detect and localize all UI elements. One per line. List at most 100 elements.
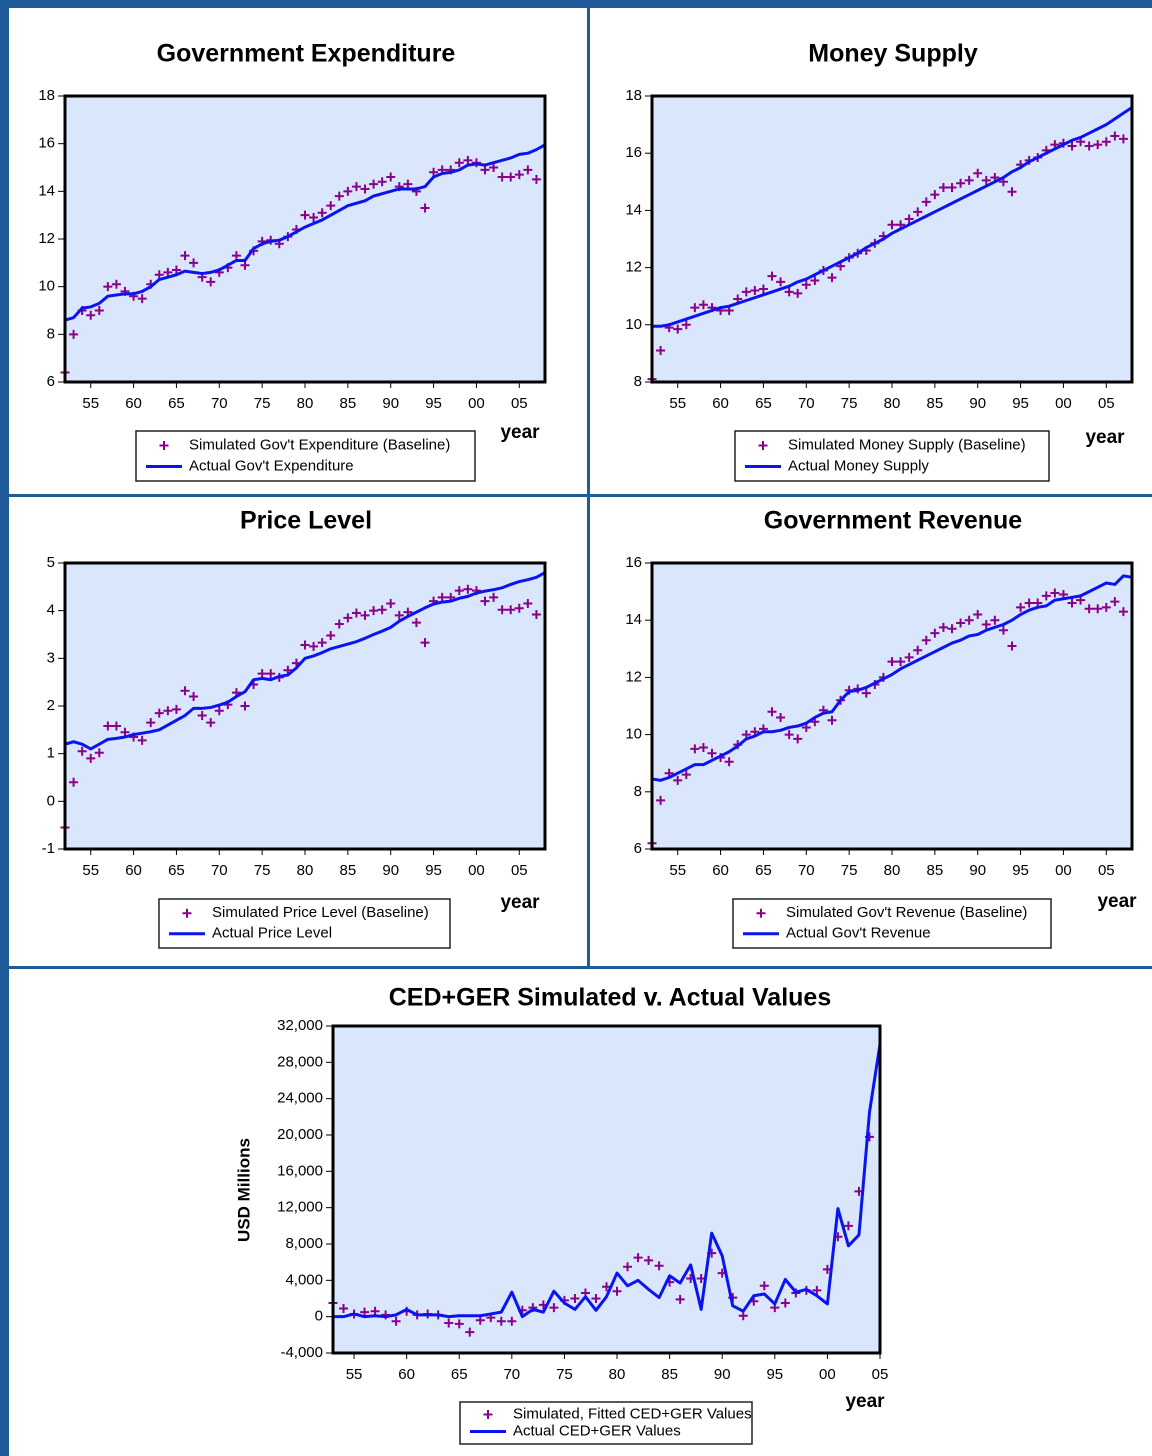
y-tick-label: 0 <box>315 1308 323 1325</box>
y-tick-label: 3 <box>47 649 55 666</box>
plus-marker <box>120 727 130 737</box>
plus-marker <box>360 184 370 194</box>
x-tick-label: 90 <box>382 862 399 879</box>
plus-marker <box>1041 591 1051 601</box>
plus-marker <box>489 592 499 602</box>
legend-label: Simulated Gov't Expenditure (Baseline) <box>189 436 450 453</box>
y-tick-label: 5 <box>47 554 55 571</box>
plus-marker <box>921 635 931 645</box>
x-tick-label: 70 <box>798 395 815 412</box>
x-tick-label: 05 <box>872 1366 889 1383</box>
x-tick-label: 60 <box>712 395 729 412</box>
plus-marker <box>137 735 147 745</box>
plus-marker <box>973 609 983 619</box>
plot-border <box>331 1024 882 1355</box>
y-tick-label: 8 <box>47 325 55 342</box>
plus-marker <box>1101 137 1111 147</box>
x-tick-label: 65 <box>451 1366 468 1383</box>
x-tick-label: 95 <box>1012 395 1029 412</box>
plus-marker <box>981 175 991 185</box>
x-tick-label: 85 <box>661 1366 678 1383</box>
x-tick-label: 05 <box>511 862 528 879</box>
plus-marker <box>403 179 413 189</box>
x-axis-label: year <box>500 892 540 913</box>
plus-marker <box>197 711 207 721</box>
y-tick-label: 12 <box>625 259 642 276</box>
y-tick-label: 32,000 <box>277 1017 323 1034</box>
plus-marker <box>214 706 224 716</box>
legend-box <box>158 898 451 949</box>
plus-marker <box>801 280 811 290</box>
x-tick-label: 65 <box>755 862 772 879</box>
plus-marker <box>180 686 190 696</box>
plus-marker <box>429 167 439 177</box>
plus-marker <box>981 619 991 629</box>
y-tick-label: -4,000 <box>280 1344 323 1361</box>
y-tick-label: 6 <box>47 373 55 390</box>
plot-border <box>63 561 547 851</box>
plus-marker <box>507 1316 517 1326</box>
plot-area <box>333 1026 880 1353</box>
plus-marker <box>206 277 216 287</box>
plus-marker <box>189 258 199 268</box>
x-tick-label: 60 <box>125 395 142 412</box>
plus-marker <box>454 586 464 596</box>
plus-marker <box>180 251 190 261</box>
plus-marker <box>904 214 914 224</box>
plus-marker <box>309 213 319 223</box>
plus-marker <box>531 174 541 184</box>
chart-title: CED+GER Simulated v. Actual Values <box>389 984 832 1012</box>
legend-box <box>734 430 1050 482</box>
plus-marker <box>738 1311 748 1321</box>
x-tick-label: 00 <box>1055 395 1072 412</box>
x-tick-label: 85 <box>340 862 357 879</box>
divider-horizontal <box>9 494 1152 497</box>
plus-marker <box>506 605 516 615</box>
x-tick-label: 00 <box>468 862 485 879</box>
plus-marker <box>843 1221 853 1231</box>
plus-marker <box>163 706 173 716</box>
plus-marker <box>549 1303 559 1313</box>
plus-marker <box>887 657 897 667</box>
plus-marker <box>1084 604 1094 614</box>
plus-marker <box>480 165 490 175</box>
frame-left <box>0 0 9 1456</box>
plus-marker <box>750 285 760 295</box>
plus-marker <box>496 1316 506 1326</box>
x-tick-label: 75 <box>841 862 858 879</box>
plus-marker <box>146 718 156 728</box>
plus-marker <box>827 715 837 725</box>
x-tick-label: 85 <box>927 862 944 879</box>
plus-marker <box>514 170 524 180</box>
plus-marker <box>334 619 344 629</box>
x-tick-label: 95 <box>766 1366 783 1383</box>
plus-marker <box>206 718 216 728</box>
x-tick-label: 90 <box>382 395 399 412</box>
legend-box <box>732 898 1052 949</box>
series-line <box>333 1043 882 1319</box>
plus-marker <box>231 251 241 261</box>
plus-marker <box>896 657 906 667</box>
plus-marker <box>654 1261 664 1271</box>
legend-marker <box>758 441 768 450</box>
plus-marker <box>77 746 87 756</box>
plus-marker <box>514 603 524 613</box>
y-tick-label: 12 <box>38 230 55 247</box>
y-tick-label: 0 <box>47 792 55 809</box>
plus-marker <box>724 757 734 767</box>
plus-marker <box>776 712 786 722</box>
plus-marker <box>767 707 777 717</box>
x-tick-label: 65 <box>168 395 185 412</box>
legend-label: Actual Gov't Revenue <box>786 925 931 942</box>
plus-marker <box>1093 604 1103 614</box>
chart-title: Price Level <box>240 507 372 535</box>
x-tick-label: 80 <box>884 862 901 879</box>
x-tick-label: 75 <box>254 862 271 879</box>
legend-label: Simulated Gov't Revenue (Baseline) <box>786 904 1027 921</box>
legend-marker <box>182 908 192 918</box>
legend-label: Simulated Money Supply (Baseline) <box>788 436 1026 453</box>
x-tick-label: 90 <box>969 395 986 412</box>
series-line <box>651 574 1133 782</box>
x-tick-label: 80 <box>609 1366 626 1383</box>
